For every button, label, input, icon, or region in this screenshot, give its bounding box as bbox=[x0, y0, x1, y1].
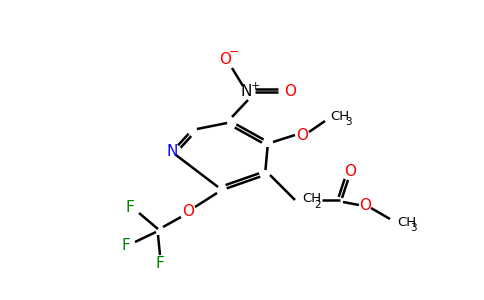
Text: O: O bbox=[284, 85, 296, 100]
Text: F: F bbox=[121, 238, 130, 253]
Text: N: N bbox=[166, 145, 178, 160]
Text: O: O bbox=[219, 52, 231, 67]
Text: +: + bbox=[250, 81, 260, 91]
Text: CH: CH bbox=[302, 193, 321, 206]
Text: CH: CH bbox=[397, 215, 416, 229]
Text: −: − bbox=[229, 46, 239, 59]
Text: N: N bbox=[241, 85, 252, 100]
Text: 2: 2 bbox=[315, 200, 321, 210]
Text: O: O bbox=[344, 164, 356, 179]
Text: 3: 3 bbox=[409, 223, 416, 233]
Text: O: O bbox=[359, 197, 371, 212]
Text: 3: 3 bbox=[345, 117, 351, 127]
Text: CH: CH bbox=[330, 110, 349, 122]
Text: O: O bbox=[182, 205, 194, 220]
Text: F: F bbox=[156, 256, 165, 272]
Text: F: F bbox=[126, 200, 135, 215]
Text: O: O bbox=[296, 128, 308, 142]
